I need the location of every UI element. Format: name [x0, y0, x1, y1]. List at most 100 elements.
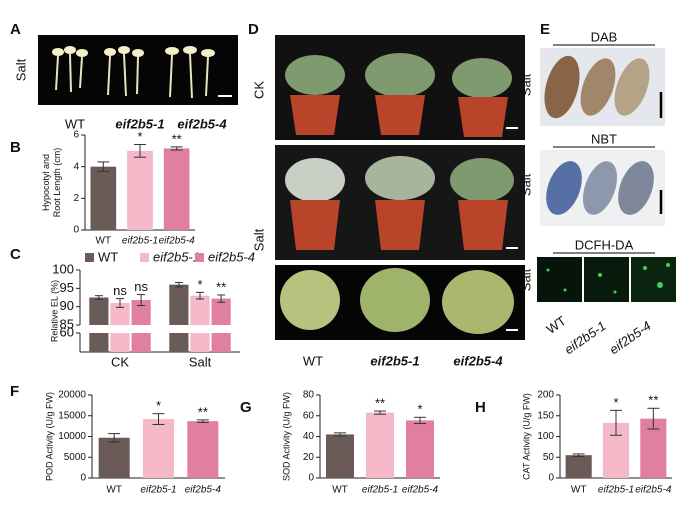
error-bar	[174, 281, 183, 288]
y-tick-label: 95	[60, 280, 74, 295]
x-tick-label: eif2b5-4	[402, 485, 439, 496]
y-tick-label: 90	[60, 298, 74, 313]
bar-lower	[110, 333, 130, 352]
significance: *	[197, 277, 202, 292]
panel-label: F	[10, 383, 19, 400]
bar	[187, 421, 219, 478]
error-bar	[116, 298, 124, 308]
genotype-label: eif2b5-1	[370, 353, 419, 368]
y-axis-label: SOD Activity (U/g FW)	[281, 392, 291, 481]
y-tick-label: 5000	[64, 452, 87, 463]
y-tick-label: 4	[73, 161, 79, 172]
y-tick-label: 0	[548, 473, 554, 484]
bar	[211, 298, 231, 325]
error-bar	[196, 419, 209, 423]
y-tick-label: 150	[537, 410, 554, 421]
error-bar	[152, 413, 165, 425]
error-bar	[374, 410, 386, 415]
legend-label: eif2b5-4	[208, 249, 255, 264]
bar	[110, 303, 130, 325]
significance: *	[156, 398, 161, 413]
x-tick-label: WT	[106, 485, 122, 496]
significance: *	[137, 129, 142, 144]
significance: *	[417, 402, 422, 417]
bar	[127, 150, 153, 230]
genotype-label: WT	[303, 353, 323, 368]
error-bar	[137, 294, 146, 307]
pots	[280, 53, 518, 334]
bar-lower	[89, 333, 109, 352]
x-tick-label: WT	[96, 236, 112, 247]
bar-lower	[190, 333, 210, 352]
x-tick-label: WT	[571, 485, 587, 496]
genotype-label: eif2b5-4	[607, 318, 654, 357]
significance: ns	[113, 283, 127, 298]
x-tick-label: eif2b5-4	[159, 236, 196, 247]
y-axis-label: CAT Activity (U/g FW)	[521, 393, 531, 480]
stain-label: DAB	[591, 29, 618, 44]
panel-label: H	[475, 399, 486, 416]
significance: **	[172, 131, 182, 146]
bar	[142, 419, 175, 478]
significance: *	[613, 395, 618, 410]
x-tick-label: eif2b5-1	[140, 485, 176, 496]
y-tick-label: 10000	[58, 431, 86, 442]
genotype-label: eif2b5-4	[453, 353, 503, 368]
significance: **	[198, 404, 208, 419]
legend-swatch	[140, 253, 149, 262]
y-axis-label: Root Length (cm)	[52, 148, 62, 218]
x-tick-label: CK	[111, 354, 129, 369]
y-tick-label: 60	[303, 410, 315, 421]
x-tick-label: eif2b5-4	[185, 485, 222, 496]
roots	[55, 53, 209, 99]
photo-e-dcfh	[537, 257, 676, 302]
legend-swatch	[195, 253, 204, 262]
y-axis-label: Relative EL (%)	[49, 280, 59, 342]
panel-label: G	[240, 399, 252, 416]
panel-label: B	[10, 139, 21, 156]
error-bar	[97, 161, 110, 172]
panel-label: A	[10, 21, 21, 38]
panel-label: D	[248, 21, 259, 38]
error-bar	[572, 453, 585, 457]
y-tick-label: 20000	[58, 390, 86, 401]
x-tick-label: eif2b5-1	[598, 485, 634, 496]
stain-label: NBT	[591, 131, 617, 146]
y-tick-label: 60	[60, 324, 74, 339]
bar-lower	[211, 333, 231, 352]
y-tick-label: 80	[303, 390, 315, 401]
condition-label: Salt	[518, 173, 533, 196]
error-bar	[108, 433, 121, 443]
x-tick-label: eif2b5-4	[635, 485, 672, 496]
panel-label: E	[540, 21, 550, 38]
y-tick-label: 15000	[58, 410, 86, 421]
genotype-label: eif2b5-1	[562, 318, 609, 357]
bar-lower	[169, 333, 189, 352]
genotype-label: eif2b5-4	[177, 116, 227, 131]
bar	[565, 455, 592, 478]
error-bar	[196, 291, 204, 300]
bar	[366, 412, 394, 478]
bar	[131, 300, 151, 325]
error-bar	[217, 294, 226, 303]
error-bar	[134, 144, 146, 158]
significance: **	[648, 393, 658, 408]
significance: **	[216, 279, 226, 294]
y-tick-label: 100	[537, 431, 554, 442]
bar	[190, 295, 210, 325]
genotype-label: WT	[544, 313, 569, 337]
bar	[89, 297, 109, 325]
y-tick-label: 0	[308, 473, 314, 484]
x-tick-label: Salt	[189, 354, 212, 369]
error-bar	[170, 146, 183, 151]
legend-label: eif2b5-1	[153, 249, 200, 264]
y-tick-label: 40	[303, 431, 315, 442]
condition-label: Salt	[518, 73, 533, 96]
y-tick-label: 200	[537, 390, 554, 401]
x-tick-label: eif2b5-1	[362, 485, 398, 496]
genotype-label: eif2b5-1	[115, 116, 164, 131]
bar	[169, 284, 189, 325]
y-axis-label: POD Activity (U/g FW)	[44, 392, 54, 481]
condition-label: Salt	[518, 268, 533, 291]
